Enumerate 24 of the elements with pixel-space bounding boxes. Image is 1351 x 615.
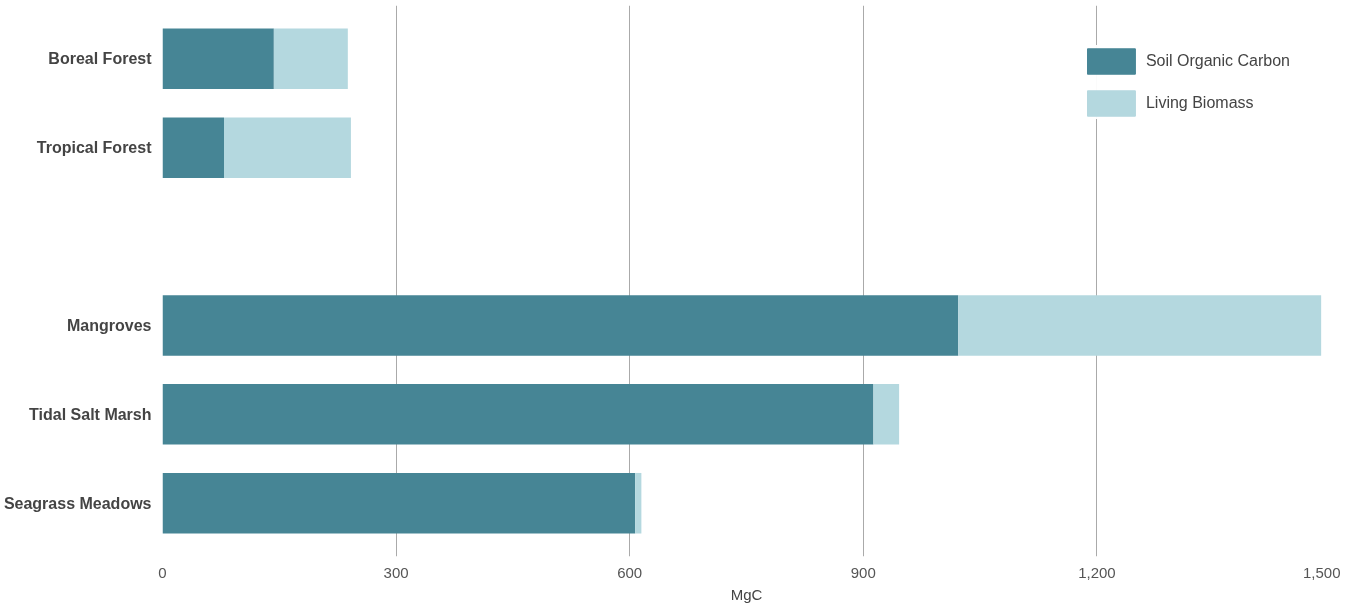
x-tick-label: 1,200: [1078, 563, 1116, 581]
bar: [162, 28, 274, 90]
y-tick-label: Boreal Forest: [48, 50, 153, 68]
y-tick-label: Tidal Salt Marsh: [29, 405, 152, 423]
bar: [273, 28, 348, 90]
legend-label: Living Biomass: [1145, 94, 1254, 112]
bar: [635, 472, 642, 534]
x-tick-label: 300: [383, 563, 409, 581]
x-tick-label: 600: [617, 563, 643, 581]
legend-label: Soil Organic Carbon: [1145, 52, 1290, 70]
y-tick-label: Mangroves: [67, 316, 152, 334]
bar: [224, 117, 351, 178]
bar: [162, 472, 636, 534]
x-axis-title: MgC: [730, 585, 763, 603]
y-tick-label: Seagrass Meadows: [3, 494, 152, 512]
x-tick-label: 1,500: [1302, 563, 1341, 581]
x-tick-label: 900: [850, 563, 876, 581]
bar: [162, 117, 225, 178]
bar: [873, 384, 900, 445]
bar: [162, 384, 874, 445]
y-tick-label: Tropical Forest: [36, 139, 153, 157]
bar: [958, 295, 1322, 356]
bar: [162, 295, 959, 356]
x-tick-label: 0: [158, 563, 167, 581]
